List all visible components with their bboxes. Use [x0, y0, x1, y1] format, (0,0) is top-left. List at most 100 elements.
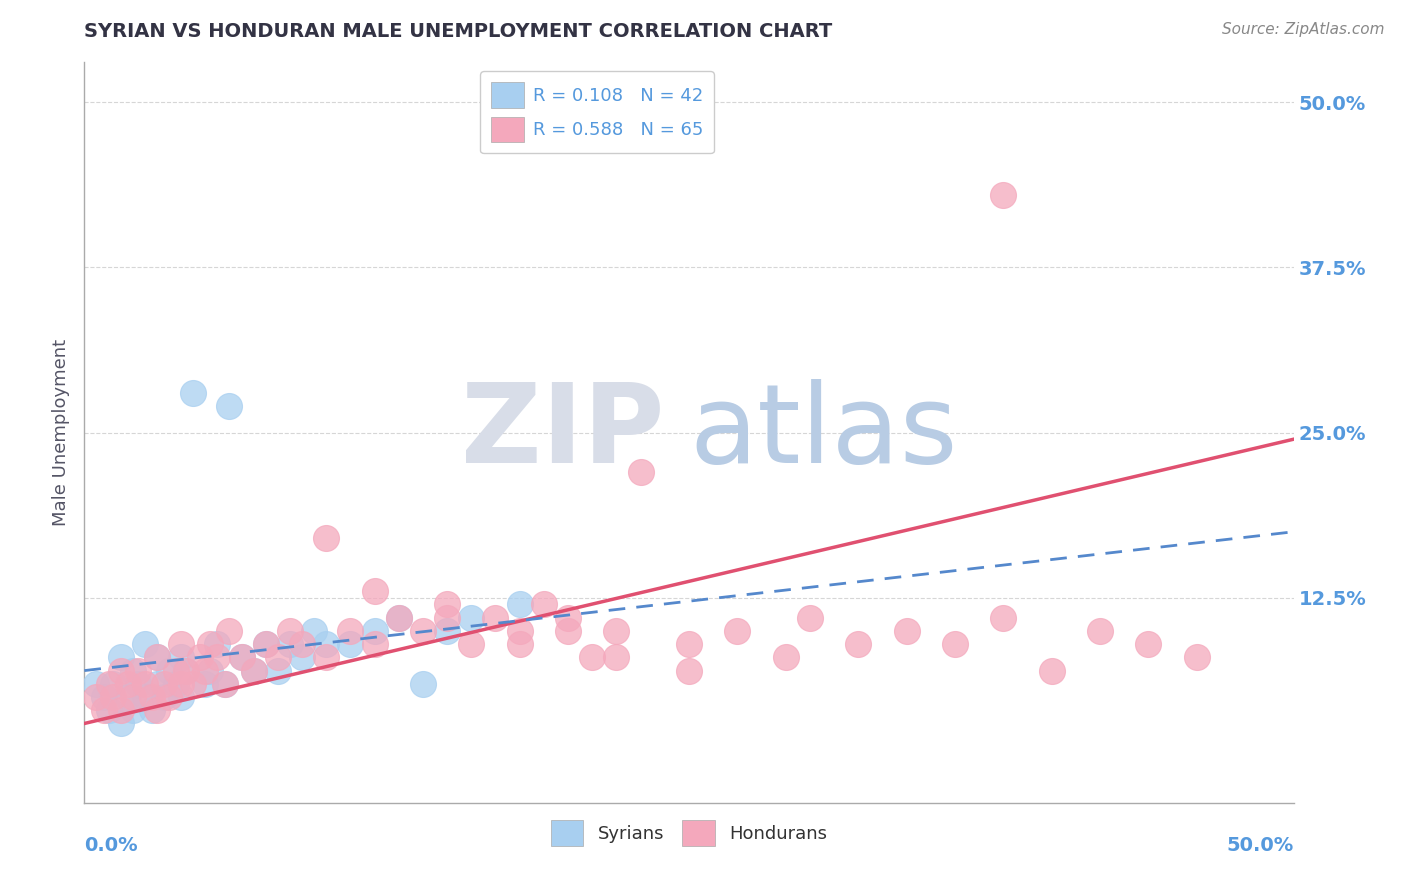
Point	[134, 677, 156, 691]
Point	[121, 703, 143, 717]
Text: atlas: atlas	[689, 379, 957, 486]
Point	[198, 664, 221, 678]
Point	[146, 650, 169, 665]
Point	[1088, 624, 1111, 638]
Point	[214, 677, 236, 691]
Point	[121, 664, 143, 678]
Point	[315, 637, 337, 651]
Point	[207, 637, 229, 651]
Point	[86, 690, 108, 704]
Point	[315, 532, 337, 546]
Point	[127, 664, 149, 678]
Point	[412, 624, 434, 638]
Point	[141, 690, 163, 704]
Point	[557, 611, 579, 625]
Point	[117, 677, 139, 691]
Point	[153, 677, 176, 691]
Point	[436, 624, 458, 638]
Point	[141, 703, 163, 717]
Point	[231, 650, 253, 665]
Point	[460, 637, 482, 651]
Point	[110, 650, 132, 665]
Text: SYRIAN VS HONDURAN MALE UNEMPLOYMENT CORRELATION CHART: SYRIAN VS HONDURAN MALE UNEMPLOYMENT COR…	[84, 22, 832, 41]
Point	[678, 664, 700, 678]
Point	[533, 598, 555, 612]
Point	[174, 664, 197, 678]
Point	[1137, 637, 1160, 651]
Point	[170, 690, 193, 704]
Point	[103, 677, 125, 691]
Point	[254, 637, 277, 651]
Point	[146, 703, 169, 717]
Point	[1185, 650, 1208, 665]
Point	[799, 611, 821, 625]
Point	[121, 690, 143, 704]
Point	[146, 677, 169, 691]
Point	[278, 637, 301, 651]
Point	[170, 677, 193, 691]
Point	[302, 624, 325, 638]
Point	[363, 584, 385, 599]
Point	[363, 624, 385, 638]
Point	[97, 677, 120, 691]
Point	[134, 637, 156, 651]
Point	[207, 650, 229, 665]
Point	[943, 637, 966, 651]
Point	[267, 650, 290, 665]
Point	[103, 690, 125, 704]
Point	[231, 650, 253, 665]
Point	[93, 690, 115, 704]
Point	[630, 465, 652, 479]
Point	[1040, 664, 1063, 678]
Text: Source: ZipAtlas.com: Source: ZipAtlas.com	[1222, 22, 1385, 37]
Point	[509, 637, 531, 651]
Point	[86, 677, 108, 691]
Point	[291, 650, 314, 665]
Point	[388, 611, 411, 625]
Point	[436, 611, 458, 625]
Point	[165, 677, 187, 691]
Point	[725, 624, 748, 638]
Point	[110, 703, 132, 717]
Point	[242, 664, 264, 678]
Legend: Syrians, Hondurans: Syrians, Hondurans	[544, 813, 834, 853]
Point	[170, 637, 193, 651]
Point	[190, 650, 212, 665]
Point	[363, 637, 385, 651]
Point	[97, 703, 120, 717]
Point	[157, 664, 180, 678]
Point	[315, 650, 337, 665]
Point	[278, 624, 301, 638]
Text: 0.0%: 0.0%	[84, 836, 138, 855]
Point	[181, 386, 204, 401]
Point	[194, 664, 217, 678]
Point	[254, 637, 277, 651]
Point	[181, 677, 204, 691]
Point	[127, 677, 149, 691]
Point	[93, 703, 115, 717]
Point	[134, 690, 156, 704]
Point	[509, 598, 531, 612]
Point	[412, 677, 434, 691]
Text: 50.0%: 50.0%	[1226, 836, 1294, 855]
Point	[198, 637, 221, 651]
Point	[157, 690, 180, 704]
Point	[993, 187, 1015, 202]
Point	[678, 637, 700, 651]
Point	[605, 650, 627, 665]
Point	[460, 611, 482, 625]
Point	[267, 664, 290, 678]
Point	[218, 399, 240, 413]
Point	[110, 716, 132, 731]
Point	[170, 650, 193, 665]
Point	[174, 664, 197, 678]
Point	[194, 677, 217, 691]
Point	[509, 624, 531, 638]
Point	[436, 598, 458, 612]
Point	[146, 650, 169, 665]
Point	[165, 664, 187, 678]
Point	[581, 650, 603, 665]
Point	[775, 650, 797, 665]
Point	[605, 624, 627, 638]
Point	[214, 677, 236, 691]
